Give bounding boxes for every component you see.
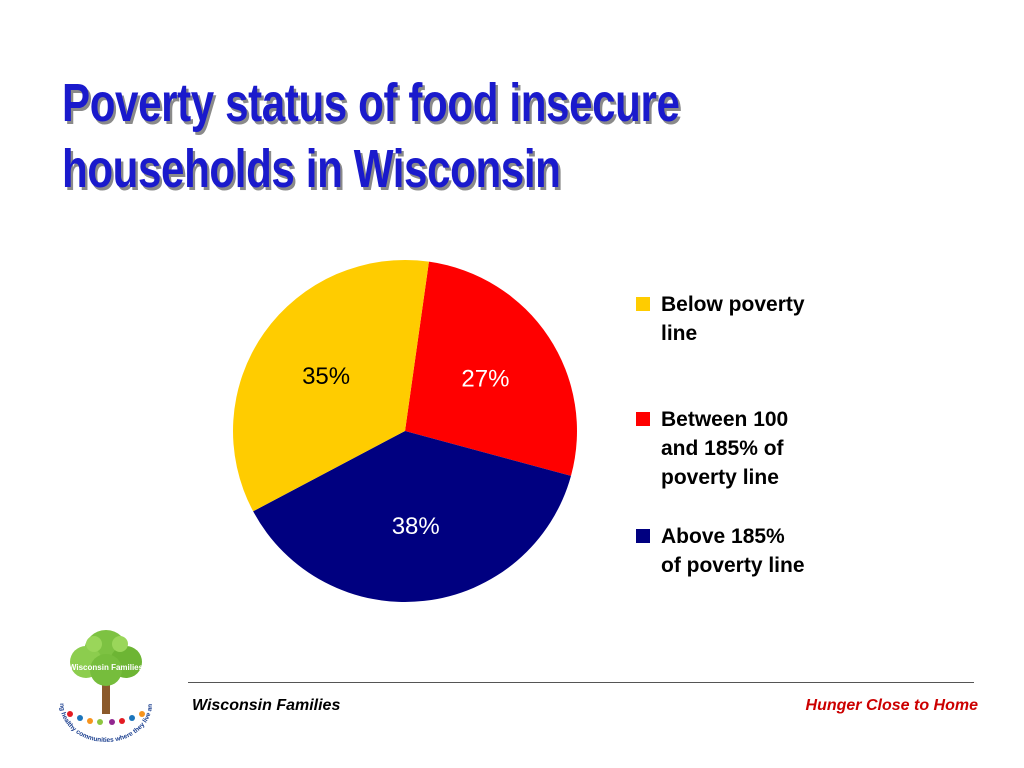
footer-left-text: Wisconsin Families (192, 697, 341, 714)
legend-swatch-below-poverty (636, 297, 650, 311)
slide-title-line-1: Poverty status of food insecure (62, 73, 680, 133)
footer-right-text: Hunger Close to Home (805, 697, 978, 714)
pie-label-below-poverty: 27% (461, 365, 509, 392)
logo-tree-canopy (70, 630, 142, 686)
legend-label-between-100-185: Between 100 and 185% of poverty line (661, 408, 789, 489)
legend-label-above-185: Above 185% of poverty line (661, 525, 805, 577)
pie-chart: 27% 38% 35% (233, 260, 577, 602)
pie-label-between-100-185: 38% (392, 513, 440, 540)
footer-divider (188, 682, 974, 683)
legend-swatch-between-100-185 (636, 412, 650, 426)
pie-slice-between-100-185 (253, 431, 571, 602)
wisconsin-families-logo: Wisconsin Families Building healthy comm… (50, 622, 154, 744)
logo-tree-trunk (102, 680, 110, 714)
legend-swatch-above-185 (636, 529, 650, 543)
pie-label-above-185: 35% (302, 363, 350, 390)
logo-text: Wisconsin Families (69, 663, 144, 672)
slide-title: Poverty status of food insecure househol… (62, 70, 764, 202)
logo-people-ring (67, 711, 145, 725)
pie-slice-below-poverty (405, 261, 577, 476)
legend-label-below-poverty: Below poverty line (661, 293, 805, 345)
pie-slice-above-185 (233, 260, 429, 512)
slide-title-line-2: households in Wisconsin (62, 139, 561, 199)
